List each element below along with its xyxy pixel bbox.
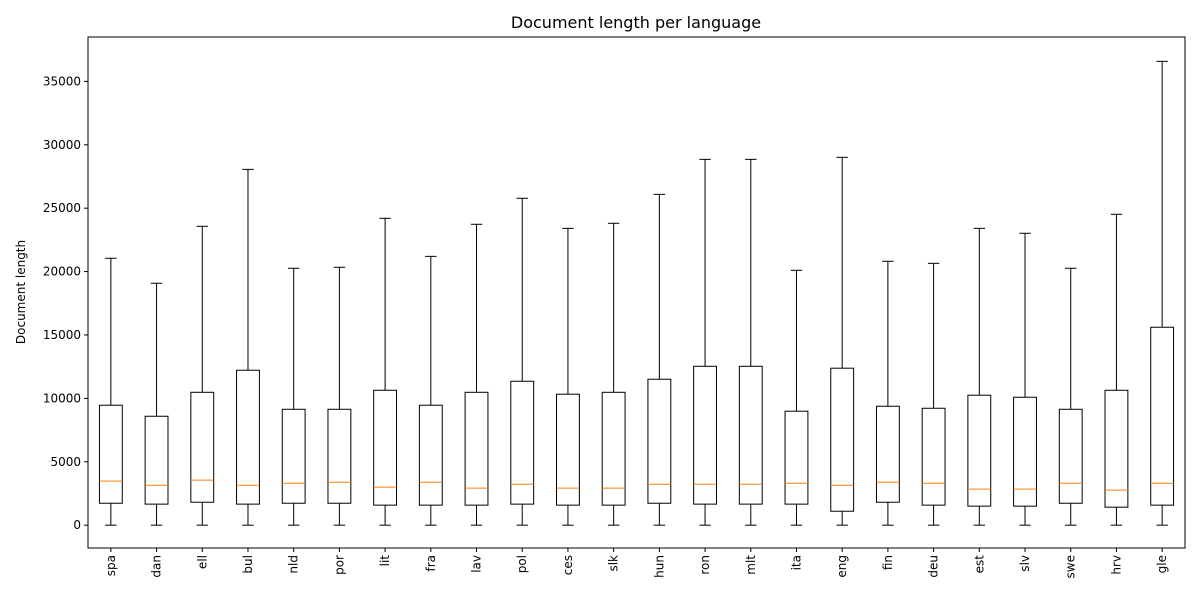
box	[830, 367, 855, 512]
box	[144, 415, 169, 505]
box	[1058, 408, 1083, 504]
y-tick-label: 20000	[43, 265, 81, 279]
box	[98, 404, 123, 504]
y-tick-label: 10000	[43, 391, 81, 405]
box	[647, 378, 672, 504]
x-tick-label: lav	[470, 555, 484, 573]
box	[967, 394, 992, 507]
y-axis-label: Document length	[14, 240, 28, 344]
x-tick-label: gle	[1155, 555, 1169, 573]
box	[738, 365, 763, 505]
box	[1150, 326, 1175, 506]
x-tick-label: por	[332, 555, 346, 575]
box	[281, 408, 306, 504]
x-tick-label: spa	[104, 555, 118, 576]
x-tick-label: fra	[424, 555, 438, 572]
x-tick-label: ita	[789, 555, 803, 570]
x-tick-label: lit	[378, 555, 392, 567]
y-tick-label: 5000	[50, 455, 81, 469]
box	[921, 407, 946, 506]
box	[510, 380, 535, 505]
x-tick-label: hun	[652, 555, 666, 578]
x-tick-label: bul	[241, 555, 255, 574]
box	[418, 404, 443, 506]
y-tick-label: 0	[73, 518, 81, 532]
box	[875, 405, 900, 503]
x-tick-label: est	[972, 555, 986, 574]
x-tick-label: slk	[607, 555, 621, 572]
x-tick-label: ron	[698, 555, 712, 575]
box	[236, 369, 260, 505]
box	[327, 408, 352, 504]
box	[1013, 396, 1037, 507]
plot-frame	[87, 36, 1186, 549]
box	[556, 393, 580, 506]
x-tick-label: swe	[1064, 555, 1078, 578]
y-tick-label: 25000	[43, 201, 81, 215]
x-tick-label: eng	[835, 555, 849, 578]
x-tick-label: deu	[927, 555, 941, 578]
chart-title: Document length per language	[511, 13, 761, 32]
x-tick-label: mlt	[744, 555, 758, 575]
box	[1104, 389, 1129, 508]
box	[190, 391, 215, 503]
x-tick-label: ces	[561, 555, 575, 575]
x-tick-label: ell	[195, 555, 209, 569]
y-tick-label: 35000	[43, 74, 81, 88]
box	[464, 391, 489, 506]
y-tick-label: 30000	[43, 138, 81, 152]
x-tick-label: nld	[287, 555, 301, 574]
box	[601, 391, 626, 506]
x-tick-label: slv	[1018, 555, 1032, 572]
box	[693, 365, 717, 505]
y-tick-label: 15000	[43, 328, 81, 342]
x-tick-label: hrv	[1109, 555, 1123, 575]
x-tick-label: pol	[515, 555, 529, 573]
box	[784, 410, 809, 505]
x-tick-label: dan	[150, 555, 164, 578]
x-tick-label: fin	[881, 555, 895, 570]
box	[373, 389, 398, 506]
